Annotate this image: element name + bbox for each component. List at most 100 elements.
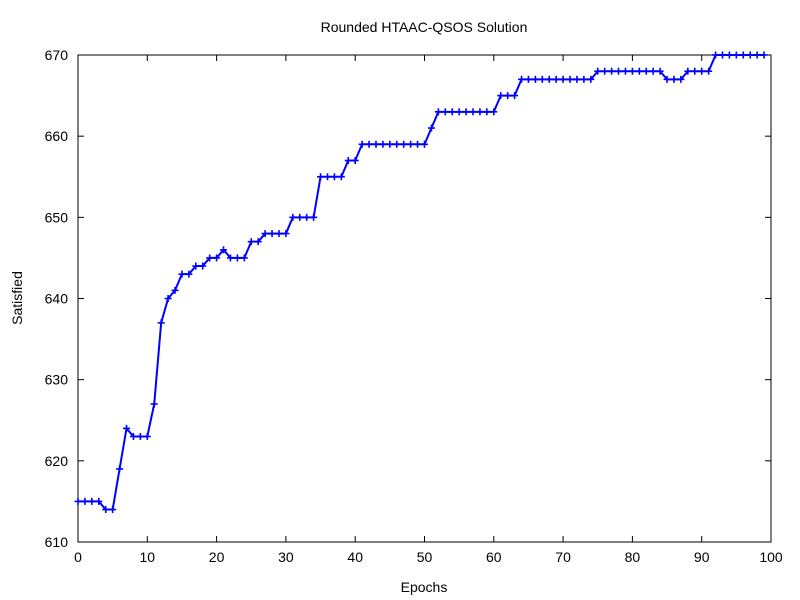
data-point	[261, 230, 269, 238]
data-point	[81, 497, 89, 505]
data-point	[712, 51, 720, 59]
data-point	[573, 75, 581, 83]
data-series	[74, 51, 768, 514]
data-point	[504, 92, 512, 100]
data-point	[746, 51, 754, 59]
data-point	[136, 432, 144, 440]
y-tick-label: 650	[45, 209, 69, 225]
data-point	[213, 254, 221, 262]
x-tick-label: 30	[278, 549, 294, 565]
data-point	[524, 75, 532, 83]
data-point	[455, 108, 463, 116]
x-tick-label: 60	[486, 549, 502, 565]
x-tick-label: 40	[347, 549, 363, 565]
data-point	[171, 286, 179, 294]
data-point	[109, 506, 117, 514]
data-point	[718, 51, 726, 59]
data-point	[587, 75, 595, 83]
data-point	[545, 75, 553, 83]
data-point	[317, 173, 325, 181]
y-tick-label: 640	[45, 291, 69, 307]
x-axis-label: Epochs	[401, 579, 448, 595]
data-point	[323, 173, 331, 181]
data-point	[427, 124, 435, 132]
data-point	[372, 140, 380, 148]
data-point	[601, 67, 609, 75]
data-point	[656, 67, 664, 75]
data-point	[123, 424, 131, 432]
data-point	[303, 213, 311, 221]
data-point	[705, 67, 713, 75]
data-point	[386, 140, 394, 148]
data-point	[469, 108, 477, 116]
data-point	[192, 262, 200, 270]
data-point	[116, 465, 124, 473]
data-point	[760, 51, 768, 59]
data-point	[164, 295, 172, 302]
data-point	[157, 319, 165, 327]
data-point	[310, 213, 318, 221]
data-point	[538, 75, 546, 83]
data-point	[421, 140, 428, 148]
data-point	[275, 230, 283, 238]
data-point	[615, 67, 623, 75]
data-point	[220, 246, 228, 254]
data-point	[566, 75, 574, 83]
data-point	[393, 140, 401, 148]
axis-ticks: 0 10 20 30 40 50 60 70 80 90 100 610 620 630 640 650 660…	[45, 47, 783, 565]
data-point	[490, 108, 498, 116]
data-point	[684, 67, 692, 75]
data-point	[635, 67, 643, 75]
data-point	[531, 75, 539, 83]
data-point	[518, 75, 526, 83]
data-point	[677, 75, 685, 83]
y-tick-label: 610	[45, 534, 69, 550]
data-point	[462, 108, 470, 116]
data-point	[344, 157, 352, 165]
data-point	[732, 51, 740, 59]
data-point	[483, 108, 491, 116]
data-point	[434, 108, 442, 116]
data-point	[594, 67, 602, 75]
y-tick-label: 630	[45, 372, 69, 388]
y-tick-label: 670	[45, 47, 69, 63]
x-tick-label: 90	[694, 549, 710, 565]
data-point	[129, 432, 137, 440]
data-point	[233, 254, 241, 262]
chart-title: Rounded HTAAC-QSOS Solution	[321, 19, 528, 35]
data-point	[753, 51, 761, 59]
data-point	[282, 230, 290, 238]
x-tick-label: 10	[140, 549, 156, 565]
x-tick-label: 80	[625, 549, 641, 565]
data-point	[206, 254, 214, 262]
y-tick-label: 620	[45, 453, 69, 469]
data-point	[621, 67, 629, 75]
x-tick-label: 50	[417, 549, 433, 565]
data-point	[691, 67, 699, 75]
x-tick-label: 70	[555, 549, 571, 565]
data-point	[739, 51, 747, 59]
data-point	[102, 506, 110, 514]
data-point	[150, 400, 158, 408]
data-point	[698, 67, 706, 75]
data-point	[74, 497, 82, 505]
data-point	[552, 75, 560, 83]
y-tick-label: 660	[45, 128, 69, 144]
data-point	[663, 75, 671, 83]
data-point	[400, 140, 408, 148]
data-point	[289, 213, 297, 221]
data-point	[178, 270, 186, 278]
data-point	[642, 67, 650, 75]
data-point	[379, 140, 387, 148]
data-point	[414, 140, 422, 148]
data-point	[337, 173, 345, 181]
y-axis-label: Satisfied	[9, 271, 25, 325]
data-point	[358, 140, 366, 148]
x-tick-label: 0	[74, 549, 82, 565]
data-point	[441, 108, 449, 116]
data-point	[608, 67, 616, 75]
data-point	[95, 497, 103, 505]
data-point	[649, 67, 657, 75]
data-point	[330, 173, 338, 181]
data-point	[476, 108, 484, 116]
